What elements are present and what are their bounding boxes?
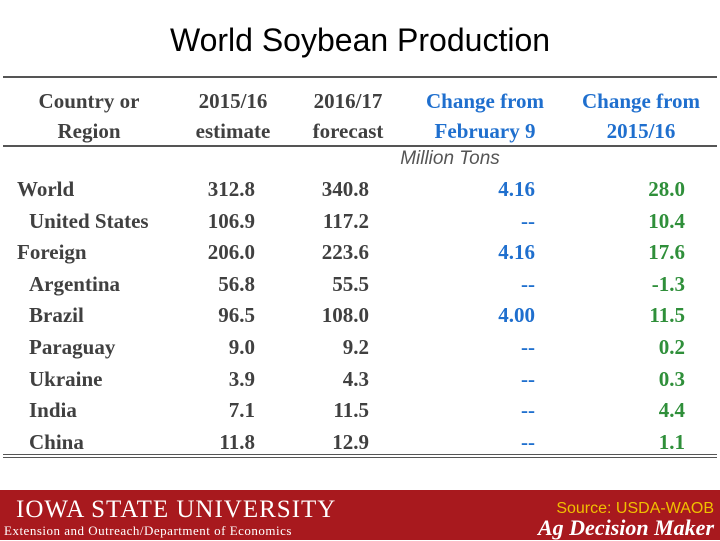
units-label: Million Tons [400, 148, 500, 169]
department-text: Extension and Outreach/Department of Eco… [4, 523, 292, 538]
region-name: India [29, 398, 77, 423]
change-feb-value: -- [521, 398, 535, 423]
region-name: Brazil [29, 303, 84, 328]
header-2016-17-line2: forecast [312, 119, 384, 143]
estimate-value: 206.0 [207, 240, 255, 265]
forecast-value: 108.0 [321, 303, 369, 328]
table-row: World 312.8 340.8 4.16 28.0 [3, 174, 717, 205]
region-name: China [29, 429, 84, 454]
estimate-value: 9.0 [228, 335, 255, 359]
table-bottom-rule [3, 454, 717, 458]
region-name: United States [29, 208, 149, 233]
change-yr-value: 28.0 [648, 177, 685, 201]
table-row: Foreign 206.0 223.6 4.16 17.6 [3, 237, 717, 268]
region-name: Paraguay [29, 335, 116, 359]
source-text: Source: USDA-WAOB [556, 500, 714, 517]
table-row: China 11.8 12.9 -- 1.1 [3, 427, 717, 458]
change-feb-value: -- [521, 335, 535, 359]
header-change-feb-line2: February 9 [434, 119, 536, 143]
forecast-value: 340.8 [321, 177, 369, 201]
change-feb-value: 4.00 [498, 303, 535, 328]
change-feb-value: 4.16 [498, 240, 535, 265]
estimate-value: 312.8 [207, 177, 255, 201]
change-feb-value: -- [521, 366, 535, 391]
header-change-yr-line2: 2015/16 [606, 119, 676, 143]
region-name: Argentina [29, 271, 120, 296]
change-feb-value: -- [521, 271, 535, 296]
header-2016-17: 2016/17 forecast [295, 86, 401, 146]
table-row: India 7.1 11.5 -- 4.4 [3, 395, 717, 426]
estimate-value: 7.1 [228, 398, 255, 423]
table-row: Argentina 56.8 55.5 -- -1.3 [3, 269, 717, 300]
table-row: Paraguay 9.0 9.2 -- 0.2 [3, 332, 717, 363]
change-yr-value: 17.6 [648, 240, 685, 265]
change-yr-value: 10.4 [648, 208, 685, 233]
change-yr-value: -1.3 [651, 271, 685, 296]
header-country-line2: Region [57, 119, 121, 143]
change-yr-value: 1.1 [658, 429, 685, 454]
forecast-value: 117.2 [322, 208, 369, 233]
brand-text: Ag Decision Maker [538, 515, 714, 540]
change-feb-value: -- [521, 208, 535, 233]
header-2015-16: 2015/16 estimate [179, 86, 287, 146]
header-change-feb: Change from February 9 [409, 86, 561, 146]
header-change-yr-line1: Change from [581, 89, 701, 113]
header-2016-17-line1: 2016/17 [313, 89, 383, 113]
table-row: United States 106.9 117.2 -- 10.4 [3, 206, 717, 237]
table-top-rule [3, 76, 717, 78]
forecast-value: 55.5 [332, 271, 369, 296]
table-row: Brazil 96.5 108.0 4.00 11.5 [3, 300, 717, 331]
university-logo-text: IOWA STATE UNIVERSITY [16, 496, 337, 523]
estimate-value: 106.9 [207, 208, 255, 233]
forecast-value: 12.9 [332, 429, 369, 454]
header-change-yr: Change from 2015/16 [567, 86, 715, 146]
forecast-value: 11.5 [333, 398, 369, 423]
forecast-value: 4.3 [342, 366, 369, 391]
header-country-line1: Country or [38, 89, 140, 113]
estimate-value: 56.8 [218, 271, 255, 296]
region-name: Foreign [17, 240, 87, 265]
footer-bar: IOWA STATE UNIVERSITY Extension and Outr… [0, 490, 720, 540]
region-name: Ukraine [29, 366, 103, 391]
header-2015-16-line1: 2015/16 [198, 89, 268, 113]
slide-title: World Soybean Production [169, 22, 551, 58]
region-name: World [17, 177, 75, 201]
soybean-table: Country or Region 2015/16 estimate 2016/… [3, 76, 717, 458]
estimate-value: 3.9 [228, 366, 255, 391]
change-feb-value: -- [521, 429, 535, 454]
forecast-value: 223.6 [321, 240, 369, 265]
change-yr-value: 4.4 [658, 398, 685, 423]
header-2015-16-line2: estimate [195, 119, 271, 143]
estimate-value: 11.8 [219, 429, 255, 454]
change-yr-value: 0.2 [658, 335, 685, 359]
header-rule [3, 145, 717, 147]
change-yr-value: 0.3 [658, 366, 685, 391]
table-row: Ukraine 3.9 4.3 -- 0.3 [3, 364, 717, 395]
header-change-feb-line1: Change from [425, 89, 545, 113]
header-country: Country or Region [3, 86, 175, 146]
change-feb-value: 4.16 [498, 177, 535, 201]
estimate-value: 96.5 [218, 303, 255, 328]
change-yr-value: 11.5 [649, 303, 685, 328]
forecast-value: 9.2 [342, 335, 369, 359]
